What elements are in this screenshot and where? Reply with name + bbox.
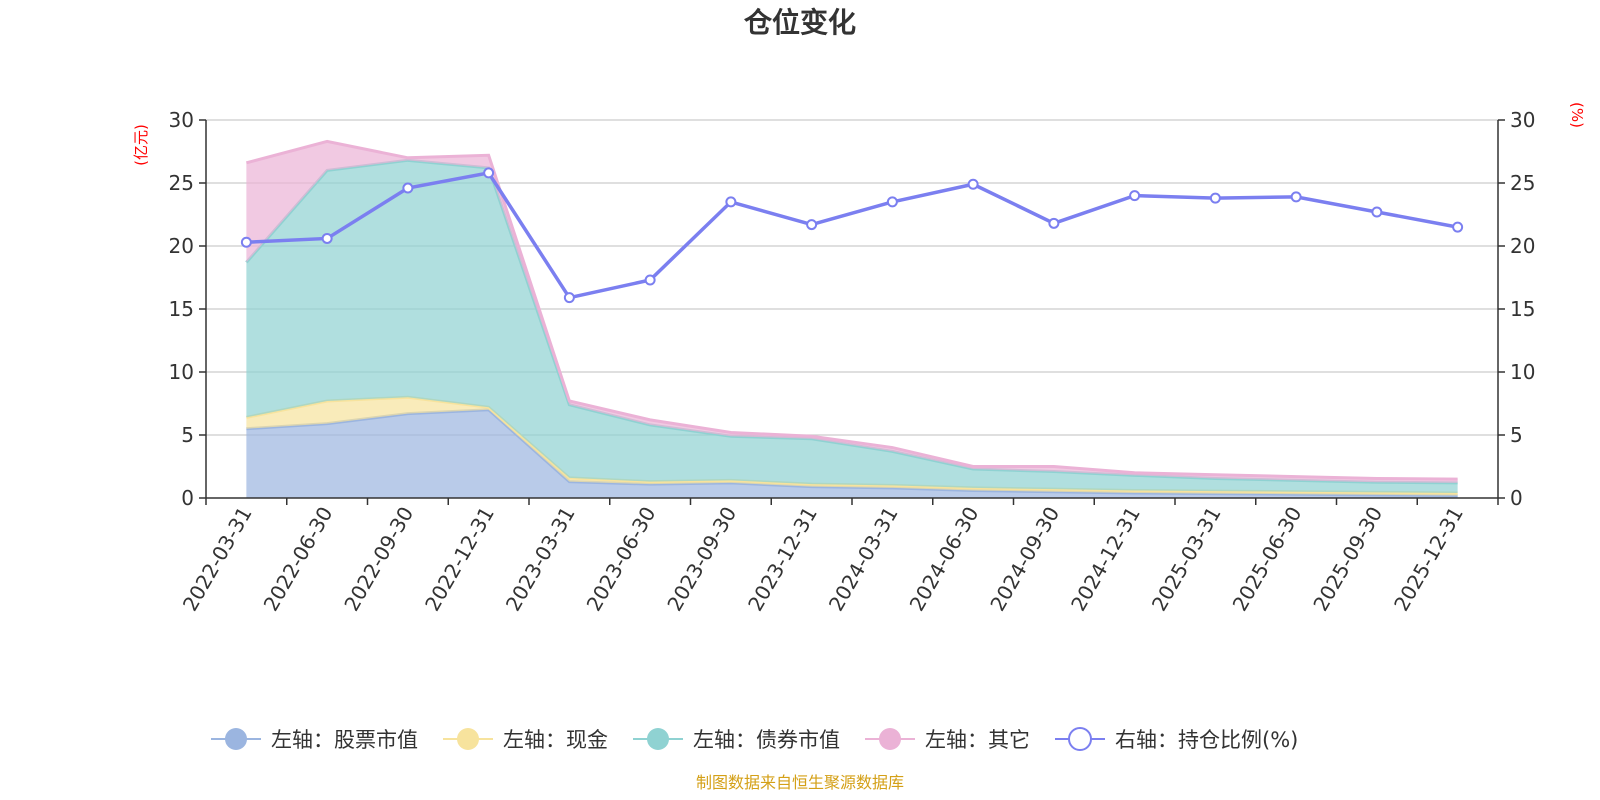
legend-marker — [1068, 727, 1092, 751]
legend-label: 右轴：持仓比例(%) — [1115, 728, 1298, 752]
right-axis-unit: (%) — [1568, 102, 1586, 128]
left-axis-tick-label: 10 — [169, 360, 194, 384]
area-series-0 — [246, 409, 1458, 498]
chart-title: 仓位变化 — [744, 6, 856, 39]
legend-label: 左轴：其它 — [925, 728, 1030, 752]
x-axis-tick-label: 2023-03-31 — [501, 503, 580, 616]
ratio-point — [886, 196, 898, 208]
x-axis-tick-label: 2025-03-31 — [1147, 503, 1226, 616]
ratio-point — [1452, 221, 1464, 233]
legend-marker — [457, 728, 479, 750]
ratio-point — [1290, 191, 1302, 203]
x-axis-tick-label: 2023-09-30 — [662, 503, 741, 616]
x-axis-tick-label: 2024-12-31 — [1066, 503, 1145, 616]
x-axis-tick-label: 2024-06-30 — [905, 503, 984, 616]
legend-marker — [647, 728, 669, 750]
right-axis-tick-label: 5 — [1510, 423, 1523, 447]
right-axis-tick-label: 30 — [1510, 108, 1535, 132]
ratio-point — [725, 196, 737, 208]
ratio-point — [967, 178, 979, 190]
x-axis-tick-label: 2023-06-30 — [582, 503, 661, 616]
ratio-point — [1209, 192, 1221, 204]
ratio-point — [806, 219, 818, 231]
right-axis-tick-label: 10 — [1510, 360, 1535, 384]
ratio-line-path — [246, 170, 1458, 300]
area-series-2 — [246, 160, 1458, 493]
legend-label: 左轴：现金 — [503, 728, 608, 752]
x-axis-tick-label: 2022-03-31 — [178, 503, 257, 616]
legend-marker — [879, 728, 901, 750]
x-axis-tick-label: 2022-12-31 — [420, 503, 499, 616]
legend-label: 左轴：股票市值 — [271, 728, 418, 752]
x-axis-tick-label: 2023-12-31 — [743, 503, 822, 616]
legend[interactable]: 左轴：股票市值 左轴：现金 左轴：债券市值 左轴：其它 右轴：持仓比例(%) — [211, 727, 1298, 752]
right-axis-tick-label: 15 — [1510, 297, 1535, 321]
x-axis-tick-label: 2024-03-31 — [824, 503, 903, 616]
area-edge-series-3 — [245, 139, 1458, 481]
ratio-point — [1371, 206, 1383, 218]
left-axis-tick-label: 5 — [181, 423, 194, 447]
area-series-1 — [246, 397, 1458, 496]
source-note: 制图数据来自恒生聚源数据库 — [696, 773, 904, 792]
x-axis-tick-label: 2025-12-31 — [1389, 503, 1468, 616]
x-axis-tick-label: 2022-09-30 — [339, 503, 418, 616]
ratio-point — [1129, 190, 1141, 202]
left-axis-unit: (亿元) — [132, 124, 150, 166]
ratio-point — [644, 274, 656, 286]
legend-item-2[interactable]: 左轴：债券市值 — [633, 728, 840, 752]
right-axis-tick-label: 25 — [1510, 171, 1535, 195]
x-axis-tick-label: 2024-09-30 — [985, 503, 1064, 616]
left-axis-tick-label: 15 — [169, 297, 194, 321]
ratio-point — [483, 167, 495, 179]
right-axis-tick-label: 0 — [1510, 486, 1523, 510]
stacked-areas — [245, 139, 1458, 498]
right-axis-tick-label: 20 — [1510, 234, 1535, 258]
left-axis-tick-label: 0 — [181, 486, 194, 510]
x-axis-tick-label: 2025-09-30 — [1308, 503, 1387, 616]
legend-item-1[interactable]: 左轴：现金 — [443, 728, 608, 752]
legend-label: 左轴：债券市值 — [693, 728, 840, 752]
left-axis-tick-label: 30 — [169, 108, 194, 132]
left-axis-tick-label: 25 — [169, 171, 194, 195]
ratio-point — [240, 236, 252, 248]
ratio-point — [321, 232, 333, 244]
position-ratio-line — [240, 167, 1464, 304]
legend-item-3[interactable]: 左轴：其它 — [865, 728, 1030, 752]
legend-item-0[interactable]: 左轴：股票市值 — [211, 728, 418, 752]
x-axis-tick-label: 2025-06-30 — [1228, 503, 1307, 616]
legend-item-4[interactable]: 右轴：持仓比例(%) — [1055, 727, 1298, 752]
ratio-point — [563, 292, 575, 304]
x-axis-tick-label: 2022-06-30 — [259, 503, 338, 616]
legend-marker — [225, 728, 247, 750]
ratio-point — [1048, 217, 1060, 229]
left-axis-tick-label: 20 — [169, 234, 194, 258]
ratio-point — [402, 182, 414, 194]
